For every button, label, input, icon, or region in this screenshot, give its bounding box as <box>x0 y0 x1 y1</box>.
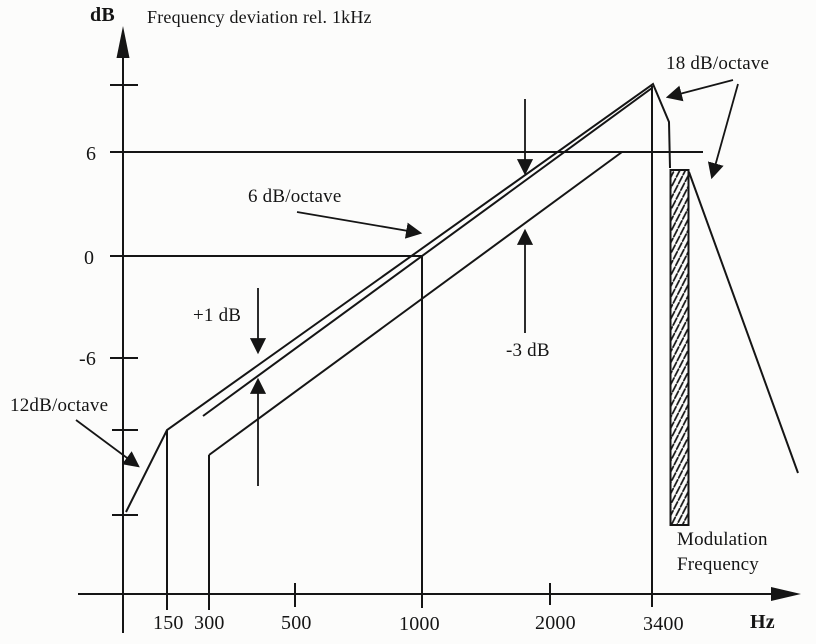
x-tick-label-300: 300 <box>194 612 225 634</box>
nominal-line <box>202 87 653 417</box>
rolloff-line <box>688 171 799 474</box>
x-tick-label-150: 150 <box>153 612 184 634</box>
x-axis-arrowhead-icon <box>771 587 801 601</box>
modulation-frequency-label-line2: Frequency <box>677 554 759 575</box>
slope18-leader-arrow-rolloff <box>707 83 739 180</box>
upper-limit-line <box>125 82 671 513</box>
annotation-slope-6db: 6 dB/octave <box>248 186 342 207</box>
annotation-plus-1db: +1 dB <box>193 305 242 326</box>
y-axis-unit-label: dB <box>90 4 115 26</box>
annotation-slope-12db: 12dB/octave <box>10 395 109 416</box>
y-tick-label-0: 0 <box>84 247 95 269</box>
lower-limit-line <box>208 151 623 456</box>
modulation-limit-bar <box>669 169 690 526</box>
x-tick-label-3400: 3400 <box>643 613 684 635</box>
chart-title: Frequency deviation rel. 1kHz <box>147 7 372 27</box>
x-tick-label-2000: 2000 <box>535 612 576 634</box>
y-tick-label-minus6: -6 <box>79 348 97 370</box>
modulation-frequency-label-line1: Modulation <box>677 529 768 550</box>
annotation-minus-3db: -3 dB <box>506 340 550 361</box>
slope18-leader-arrow-peak <box>665 79 734 102</box>
slope6-leader-arrow <box>296 211 423 239</box>
y-tick-label-6: 6 <box>86 143 97 165</box>
annotation-slope-18db: 18 dB/octave <box>666 53 770 74</box>
x-tick-label-1000: 1000 <box>399 613 440 635</box>
y-axis-arrowhead-icon <box>116 26 130 58</box>
x-tick-label-500: 500 <box>281 612 312 634</box>
x-axis-unit-label: Hz <box>750 611 775 633</box>
slope12-leader-arrow <box>75 419 140 468</box>
